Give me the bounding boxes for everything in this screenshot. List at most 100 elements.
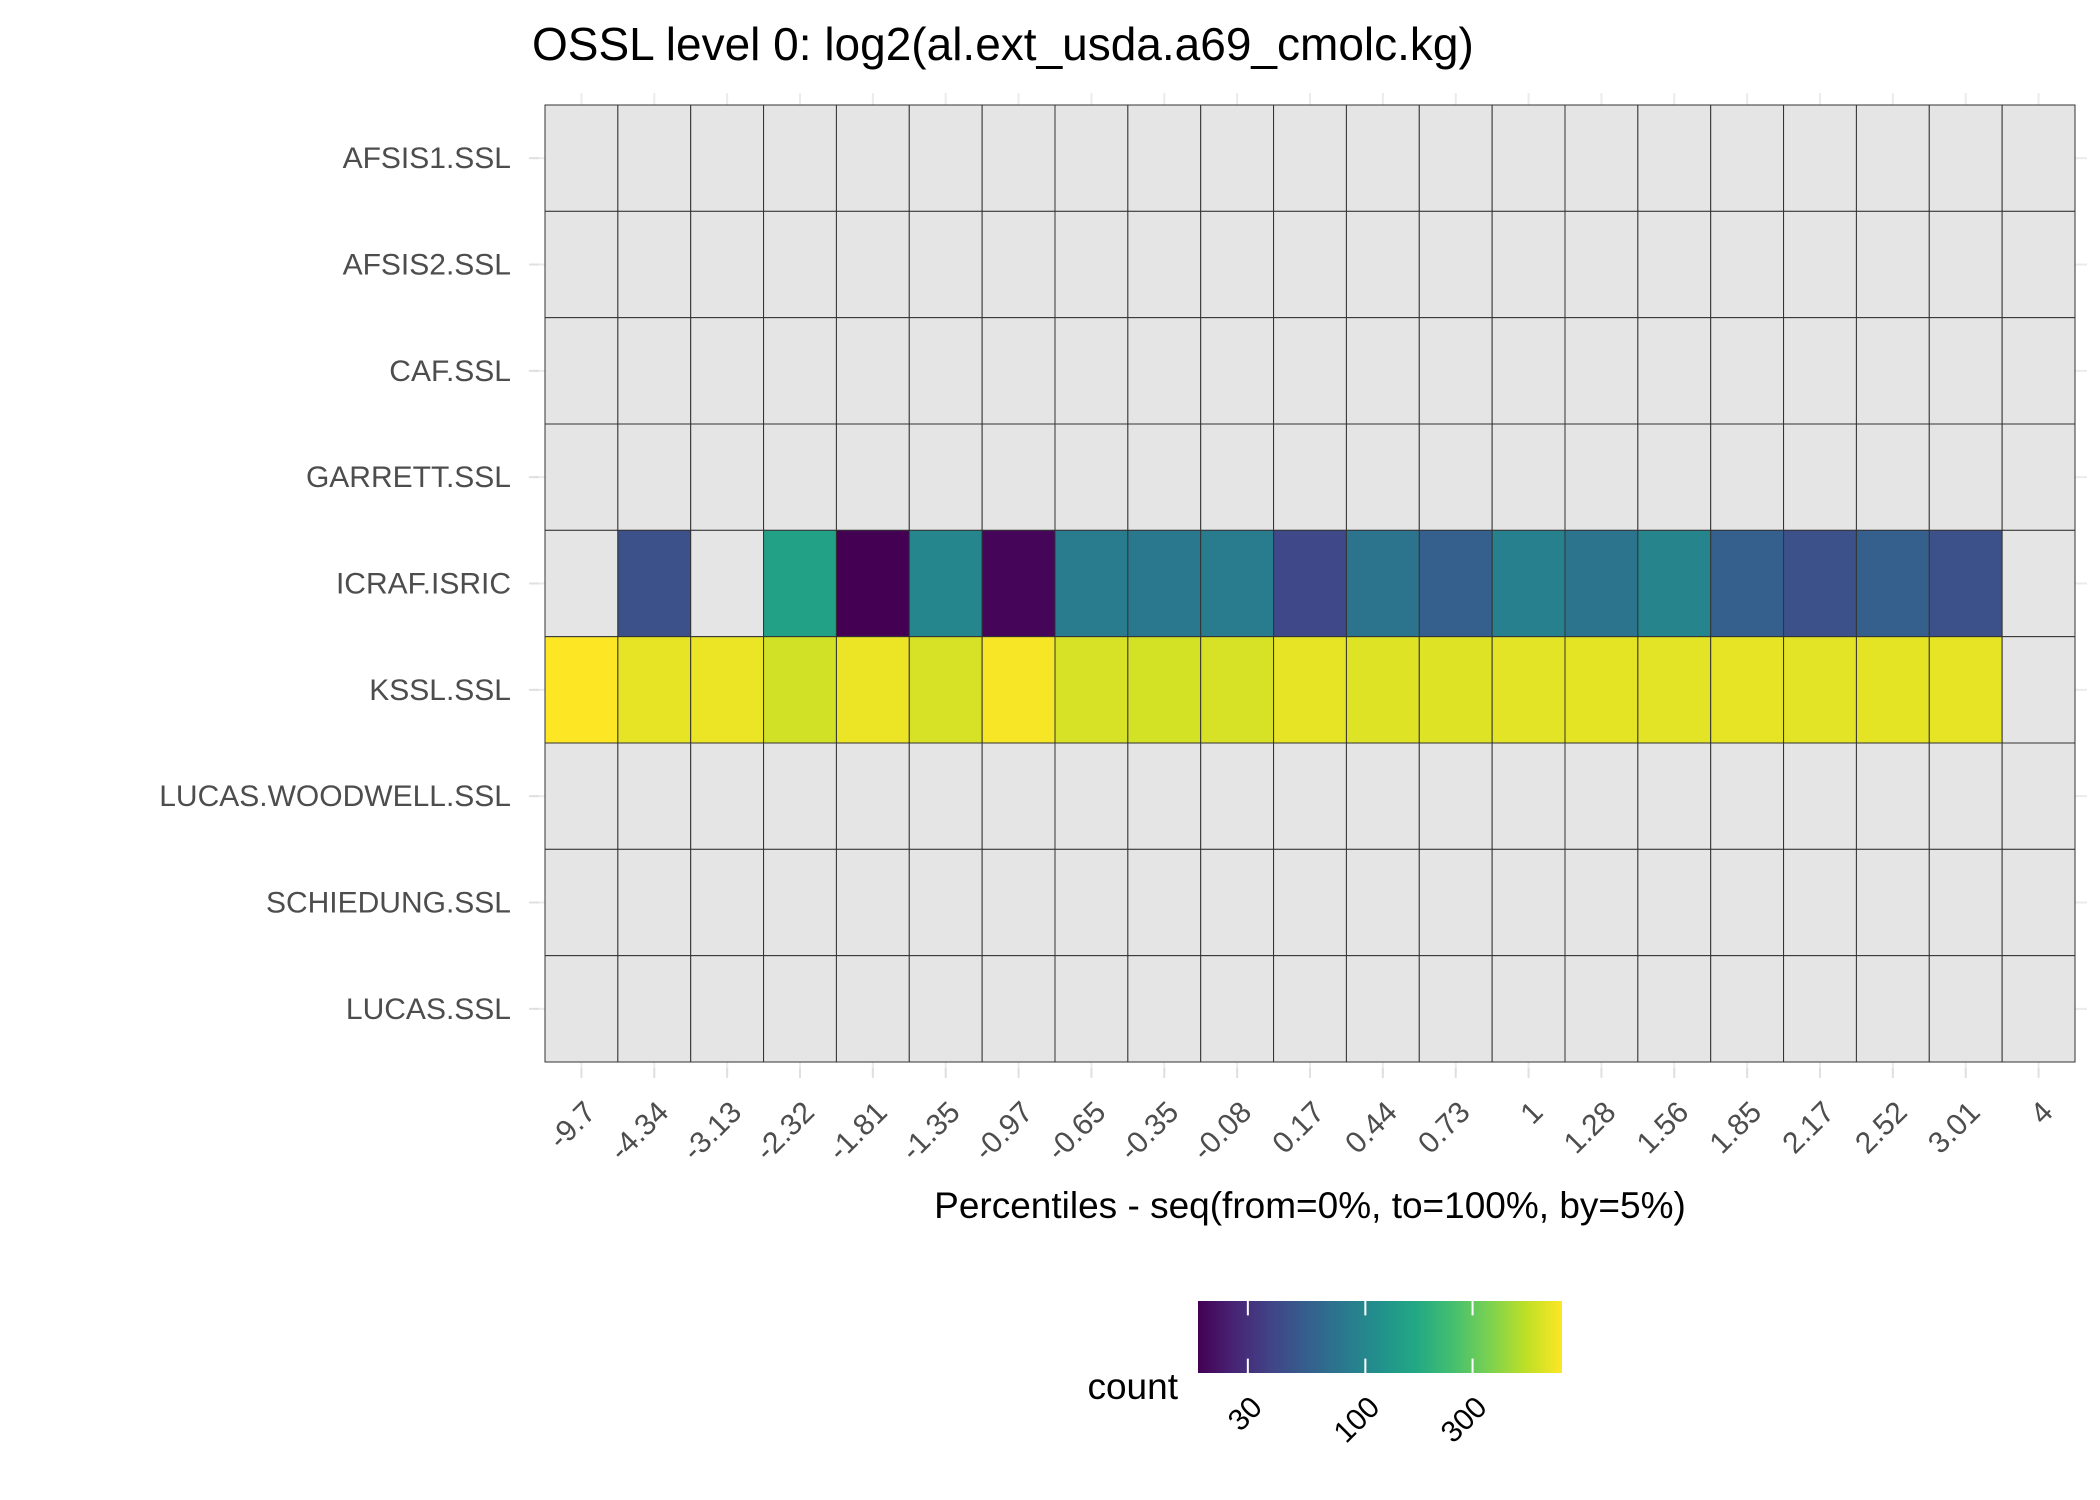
heatmap-cell xyxy=(1345,848,1420,957)
heatmap-cell xyxy=(1491,955,1566,1063)
heatmap-cell xyxy=(763,210,837,319)
heatmap-cell xyxy=(1564,423,1639,531)
heatmap-cell xyxy=(1783,742,1857,850)
heatmap-cell xyxy=(908,104,983,212)
heatmap-cell xyxy=(908,955,983,1063)
heatmap-cell xyxy=(1273,210,1347,319)
heatmap-cell xyxy=(908,317,983,425)
heatmap-cell xyxy=(690,955,765,1063)
heatmap-cell xyxy=(1855,742,1930,850)
heatmap-cell xyxy=(835,423,910,531)
heatmap-cell xyxy=(1710,742,1785,850)
heatmap-cell xyxy=(2001,210,2076,319)
heatmap-cell xyxy=(1345,955,1420,1063)
x-tick-label: 1.28 xyxy=(1558,1096,1623,1161)
heatmap-cell xyxy=(1491,317,1566,425)
heatmap-cell xyxy=(763,317,837,425)
heatmap-cell xyxy=(1054,529,1129,638)
heatmap-cell xyxy=(1054,104,1129,212)
heatmap-cell xyxy=(1928,742,2003,850)
heatmap-cell xyxy=(1054,210,1129,319)
heatmap-cell xyxy=(908,636,983,744)
x-tick-label: -9.7 xyxy=(542,1096,602,1156)
heatmap-cell xyxy=(908,529,983,638)
x-tick-label: -4.34 xyxy=(604,1096,676,1168)
heatmap-cell xyxy=(1345,210,1420,319)
heatmap-cell xyxy=(1637,742,1712,850)
heatmap-cell xyxy=(1855,104,1930,212)
heatmap-cell xyxy=(763,742,837,850)
heatmap-cell xyxy=(1564,210,1639,319)
heatmap-cell xyxy=(1783,210,1857,319)
heatmap-cell xyxy=(2001,317,2076,425)
heatmap-cell xyxy=(1637,104,1712,212)
heatmap-cell xyxy=(1345,423,1420,531)
heatmap-cell xyxy=(690,848,765,957)
heatmap-cell xyxy=(1200,848,1275,957)
heatmap-cell xyxy=(835,742,910,850)
heatmap-cell xyxy=(1200,955,1275,1063)
heatmap-cell xyxy=(1418,317,1493,425)
x-tick-label: -3.13 xyxy=(676,1096,748,1168)
heatmap-cell xyxy=(544,104,619,212)
heatmap-cell xyxy=(1637,210,1712,319)
heatmap-cell xyxy=(1564,317,1639,425)
heatmap-cell xyxy=(1200,210,1275,319)
y-tick-label: CAF.SSL xyxy=(389,355,511,388)
heatmap-cell xyxy=(1345,742,1420,850)
heatmap-cell xyxy=(1273,848,1347,957)
x-tick-label: 3.01 xyxy=(1922,1096,1987,1161)
heatmap-cell xyxy=(1418,955,1493,1063)
x-tick-label: -0.97 xyxy=(968,1096,1040,1168)
heatmap-cell xyxy=(1127,317,1202,425)
heatmap-cell xyxy=(1054,423,1129,531)
heatmap-cell xyxy=(2001,636,2076,744)
heatmap-cell xyxy=(544,848,619,957)
x-axis-ticks: -9.7 -4.34 -3.13 -2.32 -1.81 -1.35 -0.97 -0.65-… xyxy=(542,1068,2060,1168)
x-tick-label: -0.35 xyxy=(1114,1096,1186,1168)
heatmap-cell xyxy=(1783,317,1857,425)
heatmap-cell xyxy=(981,848,1056,957)
heatmap-cell xyxy=(908,210,983,319)
heatmap-cell xyxy=(981,636,1056,744)
heatmap-cell xyxy=(1783,529,1857,638)
heatmap-cell xyxy=(1418,529,1493,638)
heatmap-cell xyxy=(1491,423,1566,531)
heatmap-cell xyxy=(763,104,837,212)
x-tick-label: -1.35 xyxy=(895,1096,967,1168)
y-tick-label: AFSIS1.SSL xyxy=(343,142,511,175)
heatmap-cell xyxy=(1273,955,1347,1063)
legend-tick-label: 300 xyxy=(1435,1391,1494,1450)
heatmap-cell xyxy=(1564,955,1639,1063)
heatmap-cell xyxy=(835,210,910,319)
heatmap-cell xyxy=(544,210,619,319)
y-tick-label: GARRETT.SSL xyxy=(306,461,511,494)
heatmap-cell xyxy=(1127,955,1202,1063)
heatmap-cell xyxy=(1273,742,1347,850)
heatmap-cell xyxy=(1637,423,1712,531)
heatmap-cell xyxy=(1928,848,2003,957)
heatmap-cell xyxy=(1345,104,1420,212)
heatmap-cell xyxy=(1491,636,1566,744)
heatmap-cell xyxy=(1564,636,1639,744)
heatmap-cell xyxy=(1273,636,1347,744)
x-tick-label: -0.65 xyxy=(1041,1096,1113,1168)
heatmap-cell xyxy=(1127,104,1202,212)
heatmap-cell xyxy=(690,742,765,850)
heatmap-cell xyxy=(1564,848,1639,957)
x-tick-label: 2.17 xyxy=(1776,1096,1841,1161)
heatmap-cell xyxy=(1637,636,1712,744)
y-tick-label: LUCAS.WOODWELL.SSL xyxy=(159,780,511,813)
heatmap-cell xyxy=(617,317,692,425)
heatmap-cell xyxy=(981,104,1056,212)
heatmap-cell xyxy=(1273,317,1347,425)
heatmap-tiles xyxy=(544,104,2076,1063)
heatmap-cell xyxy=(835,317,910,425)
heatmap-cell xyxy=(1710,423,1785,531)
heatmap-cell xyxy=(544,423,619,531)
heatmap-cell xyxy=(1637,529,1712,638)
heatmap-cell xyxy=(1928,104,2003,212)
heatmap-cell xyxy=(617,742,692,850)
heatmap-cell xyxy=(1710,955,1785,1063)
